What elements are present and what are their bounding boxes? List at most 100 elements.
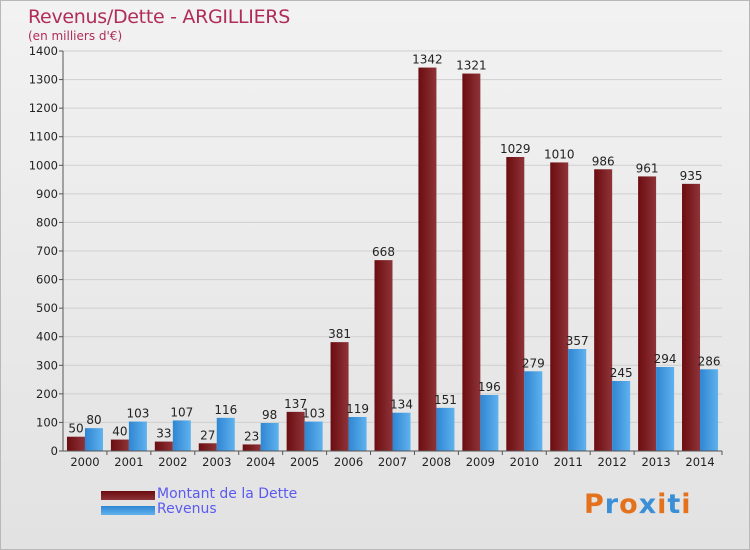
- x-tick-label: 2005: [290, 455, 319, 469]
- y-tick-label: 600: [36, 273, 58, 287]
- y-tick-label: 1200: [29, 101, 58, 115]
- logo-letter: i: [657, 489, 668, 520]
- x-tick-label: 2003: [202, 455, 231, 469]
- bar-revenus: [480, 395, 499, 451]
- y-tick-label: 1400: [29, 44, 58, 58]
- bar-dette: [330, 342, 349, 451]
- bar-dette: [374, 260, 393, 451]
- y-tick-label: 1000: [29, 158, 58, 172]
- data-label-dette: 986: [592, 154, 615, 168]
- logo-letter: i: [681, 489, 692, 520]
- bar-dette: [550, 162, 569, 451]
- y-tick-label: 500: [36, 301, 58, 315]
- x-tick-label: 2013: [641, 455, 670, 469]
- bar-dette: [418, 67, 437, 452]
- data-label-revenus: 134: [390, 398, 413, 412]
- data-label-dette: 935: [680, 169, 703, 183]
- bar-dette: [594, 169, 613, 452]
- bar-revenus: [348, 417, 367, 451]
- bar-dette: [638, 176, 657, 451]
- proxiti-logo: Proxiti: [584, 489, 692, 520]
- data-label-revenus: 286: [698, 354, 721, 368]
- bar-revenus: [436, 407, 455, 451]
- data-label-revenus: 116: [214, 403, 237, 417]
- logo-letter: P: [584, 489, 605, 520]
- bar-chart: 5080401033310727116239813710338111966813…: [29, 44, 723, 469]
- data-label-revenus: 119: [346, 402, 369, 416]
- y-tick-label: 200: [36, 387, 58, 401]
- x-tick-label: 2011: [554, 455, 583, 469]
- x-tick-label: 2012: [598, 455, 627, 469]
- bar-dette: [242, 444, 261, 451]
- data-label-revenus: 103: [302, 407, 325, 421]
- bar-revenus: [612, 381, 631, 451]
- data-label-revenus: 196: [478, 380, 501, 394]
- bar-revenus: [84, 428, 103, 451]
- x-tick-label: 2006: [334, 455, 363, 469]
- bar-revenus: [260, 423, 279, 451]
- bar-dette: [110, 439, 129, 451]
- x-tick-label: 2009: [466, 455, 495, 469]
- legend-swatch-dette: [101, 491, 155, 500]
- data-label-revenus: 80: [86, 413, 101, 427]
- x-tick-label: 2004: [246, 455, 275, 469]
- data-label-revenus: 279: [522, 356, 545, 370]
- y-tick-label: 700: [36, 244, 58, 258]
- y-tick-label: 900: [36, 187, 58, 201]
- data-label-dette: 1342: [412, 53, 443, 67]
- bar-revenus: [172, 420, 191, 451]
- chart-title: Revenus/Dette - ARGILLIERS: [28, 6, 290, 28]
- data-label-revenus: 357: [566, 334, 589, 348]
- bar-revenus: [524, 371, 543, 451]
- x-tick-label: 2001: [114, 455, 143, 469]
- bar-dette: [506, 157, 525, 451]
- data-label-revenus: 245: [610, 366, 633, 380]
- data-label-revenus: 103: [126, 407, 149, 421]
- data-label-dette: 961: [636, 161, 659, 175]
- data-label-dette: 40: [112, 425, 127, 439]
- bar-dette: [462, 73, 481, 452]
- bar-dette: [198, 443, 217, 451]
- logo-letter: t: [667, 489, 682, 520]
- data-label-dette: 1010: [544, 147, 575, 161]
- data-label-revenus: 151: [434, 393, 457, 407]
- x-tick-label: 2000: [70, 455, 99, 469]
- bar-dette: [286, 411, 305, 451]
- y-tick-label: 800: [36, 215, 58, 229]
- data-label-dette: 1321: [456, 59, 487, 73]
- logo-letter: x: [638, 489, 658, 520]
- y-tick-label: 400: [36, 330, 58, 344]
- data-label-dette: 33: [156, 427, 171, 441]
- logo-letter: r: [604, 489, 620, 520]
- bar-dette: [154, 441, 173, 451]
- bar-revenus: [216, 417, 235, 451]
- data-label-revenus: 98: [262, 408, 277, 422]
- data-label-dette: 1029: [500, 142, 531, 156]
- bar-dette: [682, 183, 701, 451]
- y-tick-label: 100: [36, 415, 58, 429]
- bar-revenus: [700, 369, 719, 451]
- x-tick-label: 2014: [685, 455, 714, 469]
- data-label-dette: 50: [68, 422, 83, 436]
- bar-revenus: [128, 421, 147, 451]
- data-label-dette: 27: [200, 428, 215, 442]
- logo-letter: o: [619, 489, 639, 520]
- x-tick-label: 2010: [510, 455, 539, 469]
- bar-dette: [66, 436, 85, 451]
- chart-subtitle: (en milliers d'€): [28, 29, 123, 43]
- bar-revenus: [304, 421, 323, 451]
- x-tick-label: 2008: [422, 455, 451, 469]
- y-tick-label: 1300: [29, 73, 58, 87]
- legend-label-revenus: Revenus: [157, 501, 217, 517]
- data-label-dette: 23: [244, 429, 259, 443]
- bar-revenus: [568, 349, 587, 451]
- legend-swatch-revenus: [101, 506, 155, 515]
- data-label-revenus: 294: [654, 352, 677, 366]
- data-label-revenus: 107: [170, 405, 193, 419]
- y-tick-label: 1100: [29, 130, 58, 144]
- y-tick-label: 300: [36, 358, 58, 372]
- legend-label-dette: Montant de la Dette: [157, 486, 298, 502]
- data-label-dette: 137: [284, 397, 307, 411]
- bar-revenus: [392, 412, 411, 451]
